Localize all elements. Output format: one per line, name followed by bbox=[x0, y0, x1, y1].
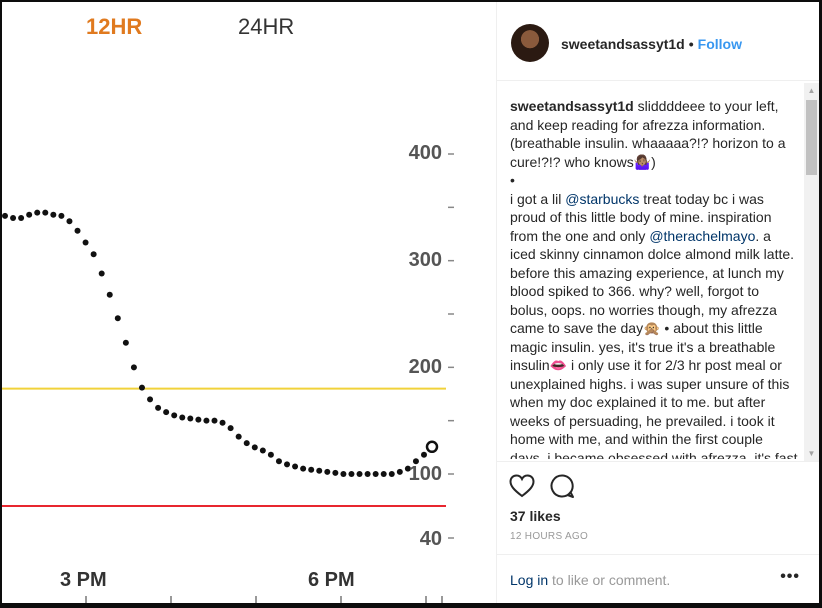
glucose-point bbox=[356, 471, 363, 477]
y-tick-400: 400 bbox=[408, 142, 442, 164]
caption: sweetandsassyt1d sliddddeee to your left… bbox=[510, 97, 798, 459]
caption-text-2b: treat today bc i was proud of this littl… bbox=[510, 190, 772, 244]
x-tick-3pm: 3 PM bbox=[60, 569, 107, 591]
header-line: sweetandsassyt1d • Follow bbox=[561, 36, 742, 52]
y-tick-100: 100 bbox=[408, 463, 442, 485]
more-options-icon[interactable]: ••• bbox=[780, 568, 800, 585]
mention-starbucks[interactable]: @starbucks bbox=[565, 190, 640, 207]
caption-username[interactable]: sweetandsassyt1d bbox=[510, 98, 634, 114]
glucose-point bbox=[10, 215, 17, 221]
glucose-point bbox=[171, 412, 178, 419]
caption-bullet: • bbox=[510, 172, 515, 188]
current-reading-marker bbox=[425, 440, 439, 454]
tab-12hr: 12HR bbox=[86, 14, 143, 39]
glucose-point bbox=[243, 440, 250, 447]
glucose-point bbox=[130, 364, 137, 371]
glucose-chart bbox=[2, 153, 454, 603]
glucose-point bbox=[34, 209, 41, 216]
glucose-point bbox=[308, 466, 315, 473]
post-sidebar: sweetandsassyt1d • Follow sweetandsassyt1d… bbox=[496, 2, 819, 603]
comment-icon[interactable] bbox=[548, 472, 576, 500]
likes-count[interactable]: 37 likes bbox=[510, 508, 561, 524]
glucose-point bbox=[2, 212, 8, 219]
caption-text-2a: i got a lil bbox=[510, 190, 566, 207]
glucose-point bbox=[106, 291, 113, 298]
post-actions: 37 likes 12 HOURS AGO Log in to like or … bbox=[497, 461, 819, 603]
glucose-point bbox=[138, 384, 145, 391]
glucose-point bbox=[404, 465, 411, 472]
login-row: Log in to like or comment. ••• bbox=[497, 554, 819, 603]
glucose-point bbox=[380, 471, 387, 477]
glucose-point bbox=[179, 414, 186, 421]
glucose-point bbox=[388, 471, 395, 477]
glucose-point bbox=[300, 465, 307, 472]
glucose-point bbox=[235, 433, 242, 440]
glucose-point bbox=[372, 471, 379, 477]
separator-dot: • bbox=[688, 36, 694, 52]
glucose-point bbox=[316, 467, 323, 474]
scroll-up-arrow-icon[interactable]: ▲ bbox=[807, 86, 816, 95]
y-tick-200: 200 bbox=[408, 356, 442, 378]
glucose-point bbox=[332, 469, 339, 476]
glucose-point bbox=[292, 463, 299, 470]
glucose-point bbox=[50, 211, 57, 218]
glucose-point bbox=[98, 270, 105, 277]
caption-scrollbar[interactable]: ▲ ▼ bbox=[804, 83, 819, 461]
glucose-point bbox=[155, 404, 162, 411]
glucose-point bbox=[251, 444, 258, 451]
glucose-point bbox=[412, 458, 419, 465]
glucose-point bbox=[26, 211, 33, 218]
glucose-point bbox=[163, 409, 170, 416]
scroll-down-arrow-icon[interactable]: ▼ bbox=[807, 449, 816, 458]
glucose-point bbox=[203, 417, 210, 424]
login-link[interactable]: Log in bbox=[510, 572, 549, 588]
glucose-point bbox=[82, 239, 89, 246]
glucose-point bbox=[74, 227, 81, 234]
glucose-point bbox=[66, 218, 73, 225]
post-photo: 12HR 24HR 400 300 200 100 40 3 PM 6 PM bbox=[2, 2, 496, 603]
caption-text-2c: . a iced skinny cinnamon dolce almond mi… bbox=[510, 227, 798, 460]
glucose-point bbox=[340, 471, 347, 477]
tab-24hr: 24HR bbox=[238, 14, 295, 39]
username-link[interactable]: sweetandsassyt1d bbox=[561, 36, 685, 52]
x-tick-6pm: 6 PM bbox=[308, 569, 355, 591]
mention-therachelmayo[interactable]: @therachelmayo bbox=[649, 227, 756, 244]
glucose-point bbox=[219, 419, 226, 426]
post-timestamp: 12 HOURS AGO bbox=[510, 531, 589, 542]
glucose-point bbox=[42, 209, 49, 216]
glucose-point bbox=[227, 425, 234, 432]
glucose-point bbox=[284, 461, 291, 468]
glucose-point bbox=[147, 396, 154, 403]
y-tick-300: 300 bbox=[408, 249, 442, 271]
scroll-thumb[interactable] bbox=[806, 100, 817, 175]
glucose-point bbox=[114, 315, 121, 322]
glucose-point bbox=[18, 215, 25, 221]
glucose-point bbox=[259, 447, 266, 454]
glucose-point bbox=[211, 417, 218, 424]
glucose-point bbox=[421, 451, 427, 458]
glucose-point bbox=[195, 416, 202, 423]
glucose-point bbox=[396, 468, 403, 475]
caption-text-1: sliddddeee to your left, and keep readin… bbox=[510, 98, 786, 170]
post-header: sweetandsassyt1d • Follow bbox=[497, 2, 819, 81]
follow-button[interactable]: Follow bbox=[697, 36, 742, 52]
glucose-point bbox=[267, 451, 274, 458]
y-tick-40: 40 bbox=[419, 528, 442, 550]
glucose-point bbox=[348, 471, 355, 477]
avatar[interactable] bbox=[511, 24, 549, 62]
login-rest-text: to like or comment. bbox=[548, 572, 671, 588]
glucose-point bbox=[324, 468, 331, 475]
glucose-point bbox=[122, 339, 129, 346]
glucose-point bbox=[90, 251, 97, 258]
glucose-point bbox=[275, 458, 282, 465]
heart-icon[interactable] bbox=[508, 472, 536, 500]
glucose-point bbox=[187, 415, 194, 422]
glucose-point bbox=[364, 471, 371, 477]
glucose-point bbox=[58, 212, 65, 219]
login-prompt: Log in to like or comment. bbox=[510, 572, 670, 588]
